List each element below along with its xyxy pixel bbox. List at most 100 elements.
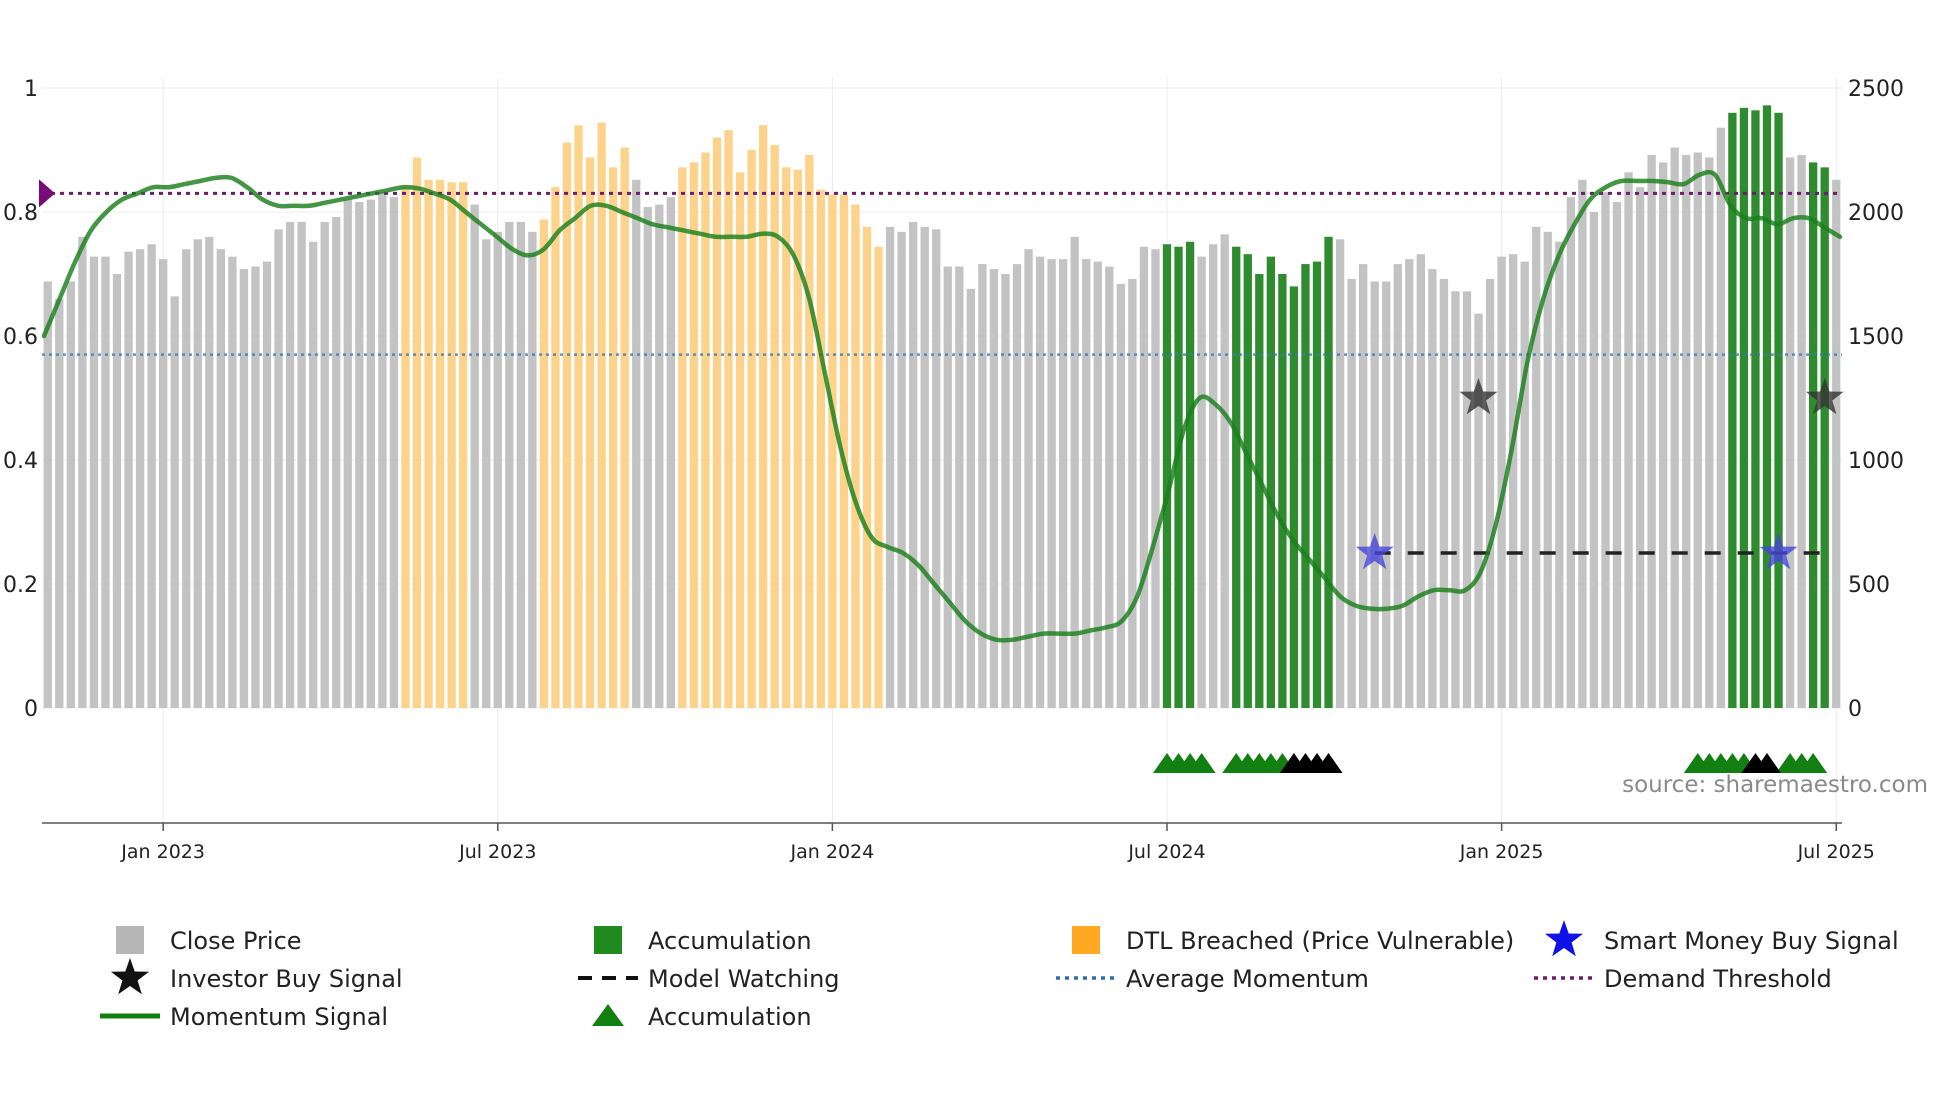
close-price-bar xyxy=(1497,256,1506,708)
close-price-bar xyxy=(470,204,479,708)
close-price-bar xyxy=(124,251,133,708)
dtl-breached-bar xyxy=(874,246,883,708)
source-label: source: sharemaestro.com xyxy=(1622,772,1928,798)
accumulation-bar xyxy=(1312,261,1322,708)
left-axis-tick-label: 0.8 xyxy=(3,201,38,226)
close-price-bar xyxy=(885,226,895,708)
reference-lines xyxy=(39,179,1842,555)
accumulation-bar xyxy=(1185,241,1195,708)
dtl-breached-bar xyxy=(597,122,606,709)
accumulation-bar xyxy=(1728,112,1737,709)
accumulation-bar xyxy=(1774,112,1783,709)
left-axis-tick-label: 0.2 xyxy=(3,573,38,598)
close-price-bar xyxy=(55,298,64,708)
dtl-breached-bar xyxy=(805,154,814,708)
close-price-bar xyxy=(1601,192,1610,708)
close-price-bar xyxy=(1335,239,1345,708)
dtl-breached-bar xyxy=(412,157,422,708)
close-price-bar xyxy=(251,266,260,708)
close-price-bar xyxy=(101,256,110,708)
close-price-bar xyxy=(1532,226,1541,708)
investor-buy-star-icon xyxy=(1459,378,1498,415)
close-price-bar xyxy=(1578,179,1587,708)
close-price-bar xyxy=(1659,162,1668,708)
dtl-breached-bar xyxy=(851,204,860,708)
dtl-breached-bar xyxy=(770,145,779,709)
close-price-bar xyxy=(482,239,491,708)
close-price-bar xyxy=(1220,234,1229,708)
dtl-breached-bar xyxy=(735,172,745,708)
legend-investor-buy-signal-star-icon xyxy=(111,958,149,995)
close-price-bar xyxy=(943,266,952,708)
accumulation-triangle xyxy=(1799,753,1828,773)
close-price-bar xyxy=(1093,261,1102,708)
dtl-breached-bar xyxy=(759,125,768,708)
date-tick-label: Jan 2025 xyxy=(1459,841,1544,863)
close-price-bar xyxy=(193,239,202,708)
dtl-breached-bar xyxy=(609,167,618,709)
close-price-bar xyxy=(1462,291,1472,708)
dtl-breached-bar xyxy=(862,226,872,708)
close-price-bar xyxy=(378,192,387,708)
close-price-bar xyxy=(78,236,87,709)
date-tick-label: Jul 2024 xyxy=(1127,841,1205,863)
right-axis-tick-label: 1500 xyxy=(1848,325,1904,350)
dtl-breached-bar xyxy=(816,189,825,708)
close-price-bar xyxy=(1647,154,1656,708)
close-price-bar xyxy=(135,249,145,708)
close-price-bar xyxy=(1543,231,1552,708)
right-axis-tick-label: 2500 xyxy=(1848,77,1904,102)
accumulation-bar xyxy=(1162,244,1172,709)
accumulation-bar xyxy=(1289,286,1299,708)
close-price-bar xyxy=(932,229,941,709)
close-price-bar xyxy=(1197,256,1206,708)
dtl-breached-bar xyxy=(678,167,687,709)
close-price-bar xyxy=(1485,278,1495,708)
legend-label: Close Price xyxy=(170,927,302,955)
close-price-bar xyxy=(1612,202,1622,708)
dtl-breached-bar xyxy=(447,182,456,709)
accumulation-bar xyxy=(1278,274,1287,708)
close-price-bar xyxy=(343,199,352,708)
legend-label: Momentum Signal xyxy=(170,1003,388,1031)
close-price-bar xyxy=(1209,244,1218,709)
dtl-breached-bar xyxy=(551,187,560,708)
signal-markers xyxy=(1355,378,1844,570)
right-axis-tick-label: 500 xyxy=(1848,573,1890,598)
close-price-bar xyxy=(89,256,99,708)
close-price-bar xyxy=(1370,281,1379,708)
dtl-breached-bar xyxy=(620,147,629,708)
dtl-breached-bar xyxy=(401,187,410,708)
right-axis-tick-label: 2000 xyxy=(1848,201,1904,226)
close-price-bar xyxy=(366,199,375,708)
close-price-bar xyxy=(309,241,318,708)
legend-label: Demand Threshold xyxy=(1604,965,1832,993)
close-price-bar xyxy=(1509,254,1518,708)
dtl-breached-bar xyxy=(435,179,445,708)
accumulation-triangle xyxy=(1187,753,1216,773)
close-price-bar xyxy=(274,229,283,709)
close-price-bar xyxy=(1128,278,1137,708)
close-price-bar xyxy=(1682,154,1691,708)
close-price-bar xyxy=(1347,278,1356,708)
close-price-bar xyxy=(147,244,156,709)
legend-label: Investor Buy Signal xyxy=(170,965,403,993)
dtl-breached-bar xyxy=(585,157,595,708)
close-price-bar xyxy=(1151,249,1160,708)
close-price-bar xyxy=(182,249,191,708)
accumulation-triangle-watch xyxy=(1314,753,1343,773)
close-price-bar xyxy=(1139,246,1149,708)
legend-label: Smart Money Buy Signal xyxy=(1604,927,1899,955)
dtl-breached-bar xyxy=(689,162,699,708)
dtl-breached-bar xyxy=(562,142,572,708)
dtl-breached-bar xyxy=(828,194,837,708)
close-price-bar xyxy=(1785,157,1795,708)
legend-accumulation-square-icon xyxy=(594,926,622,954)
close-price-bar xyxy=(666,197,675,708)
close-price-bar xyxy=(1797,154,1806,708)
dtl-breached-bar xyxy=(782,167,791,709)
legend-close-price-square-icon xyxy=(116,926,144,954)
close-price-bar xyxy=(643,207,652,709)
close-price-bar xyxy=(1566,197,1575,708)
date-tick-label: Jul 2023 xyxy=(458,841,536,863)
